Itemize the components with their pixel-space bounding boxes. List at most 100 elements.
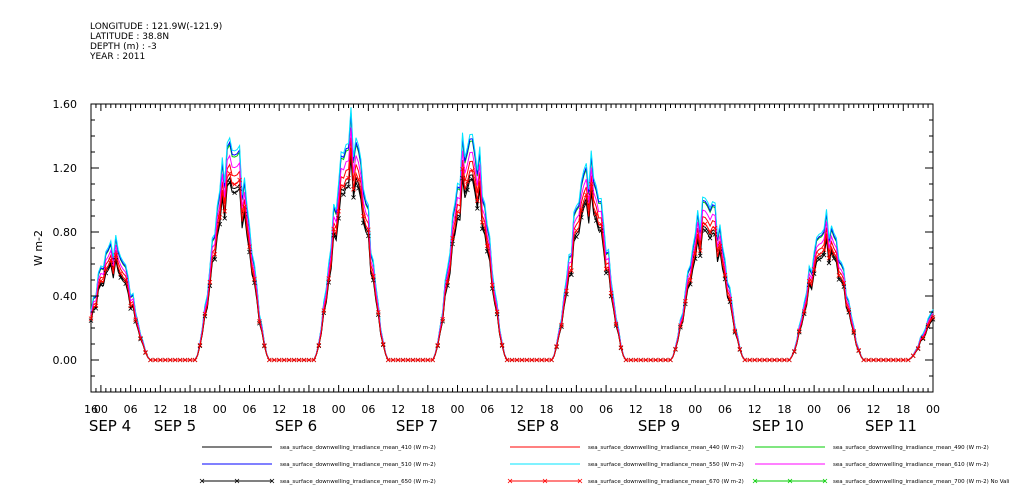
series-marker-6: [88, 318, 94, 323]
series-marker-6: [489, 286, 495, 291]
x-tick-label: 00: [332, 403, 346, 416]
series-marker-7: [816, 252, 822, 257]
series-marker-7: [846, 307, 852, 313]
series-marker-7: [826, 255, 832, 261]
series-marker-7: [900, 357, 906, 363]
series-marker-7: [202, 311, 208, 317]
x-tick-label: 18: [183, 403, 197, 416]
series-marker-7: [197, 342, 203, 348]
series-marker-7: [138, 335, 143, 341]
legend-label: sea_surface_downwelling_irradiance_mean_…: [588, 479, 744, 485]
series-line-5: [90, 127, 934, 361]
series-marker-7: [697, 248, 703, 253]
x-tick-label: 18: [421, 403, 435, 416]
series-marker-7: [237, 177, 242, 183]
series-marker-6: [821, 252, 827, 258]
series-marker-7: [113, 252, 119, 258]
series-marker-7: [207, 279, 213, 285]
series-marker-7: [494, 309, 500, 315]
series-marker-7: [920, 335, 926, 341]
series-marker-7: [301, 357, 307, 363]
x-tick-label: 06: [242, 403, 256, 416]
series-marker-7: [663, 357, 668, 363]
series-marker-7: [841, 280, 847, 286]
series-marker-6: [826, 260, 832, 266]
series-marker-6: [707, 235, 713, 241]
series-marker-7: [128, 303, 133, 309]
x-tick-label: 00: [926, 403, 940, 416]
series-marker-7: [385, 357, 391, 363]
series-marker-7: [311, 357, 317, 363]
series-marker-7: [623, 357, 629, 363]
legend-marker: [542, 478, 548, 484]
legend-marker: [822, 478, 828, 484]
x-tick-label: 18: [896, 403, 910, 416]
series-marker-7: [524, 357, 530, 363]
series-marker-7: [658, 357, 663, 363]
date-label: SEP 4: [89, 417, 131, 435]
series-marker-7: [222, 208, 228, 214]
date-label: SEP 7: [396, 417, 438, 435]
series-marker-7: [351, 187, 356, 192]
series-marker-7: [380, 341, 386, 347]
series-marker-7: [321, 308, 327, 313]
series-marker-7: [876, 357, 881, 363]
series-marker-6: [920, 336, 926, 342]
series-marker-7: [554, 344, 559, 349]
series-marker-7: [445, 279, 450, 285]
series-marker-7: [732, 328, 738, 334]
series-marker-7: [603, 266, 609, 272]
series-marker-7: [519, 357, 525, 363]
legend-label: sea_surface_downwelling_irradiance_mean_…: [280, 479, 436, 485]
series-marker-6: [712, 232, 718, 237]
series-marker-7: [564, 288, 569, 294]
series-marker-7: [212, 251, 218, 257]
series-line-7: [90, 147, 934, 361]
series-marker-6: [697, 253, 703, 259]
series-marker-7: [371, 273, 376, 279]
series-marker-6: [237, 186, 242, 191]
series-marker-7: [123, 277, 128, 283]
date-label: SEP 5: [154, 417, 196, 435]
series-marker-7: [831, 251, 837, 256]
series-marker-7: [306, 357, 312, 363]
y-tick-label: 0.40: [53, 290, 78, 303]
series-marker-7: [217, 215, 223, 220]
legend-marker: [269, 478, 275, 484]
series-marker-7: [108, 257, 114, 263]
series-marker-7: [702, 221, 708, 227]
series-marker-7: [638, 357, 644, 363]
series-marker-6: [603, 270, 609, 276]
series-marker-7: [757, 357, 762, 363]
series-marker-7: [98, 278, 104, 284]
y-tick-label: 1.60: [53, 98, 78, 111]
series-marker-7: [316, 342, 322, 348]
series-marker-7: [871, 357, 876, 363]
date-label: SEP 11: [865, 417, 917, 435]
x-tick-label: 00: [688, 403, 702, 416]
x-tick-label: 12: [272, 403, 286, 416]
series-marker-7: [475, 198, 480, 204]
x-tick-label: 06: [361, 403, 375, 416]
series-marker-7: [395, 357, 401, 363]
y-tick-label: 0.00: [53, 354, 78, 367]
series-marker-6: [247, 249, 252, 255]
series-marker-7: [866, 357, 871, 363]
legend-label: sea_surface_downwelling_irradiance_mean_…: [588, 445, 744, 451]
x-tick-label: 06: [837, 403, 851, 416]
x-tick-label: 00: [451, 403, 465, 416]
series-marker-6: [836, 277, 842, 282]
series-marker-7: [796, 328, 802, 334]
series-marker-7: [163, 357, 168, 363]
series-marker-7: [886, 357, 891, 363]
series-marker-6: [722, 276, 728, 282]
x-tick-label: 12: [510, 403, 524, 416]
series-marker-7: [425, 357, 431, 363]
x-tick-label: 06: [124, 403, 138, 416]
legend-label: sea_surface_downwelling_irradiance_mean_…: [588, 462, 744, 468]
series-marker-7: [782, 357, 787, 363]
series-marker-7: [484, 243, 490, 249]
series-marker-7: [375, 310, 381, 315]
series-marker-7: [460, 166, 465, 172]
